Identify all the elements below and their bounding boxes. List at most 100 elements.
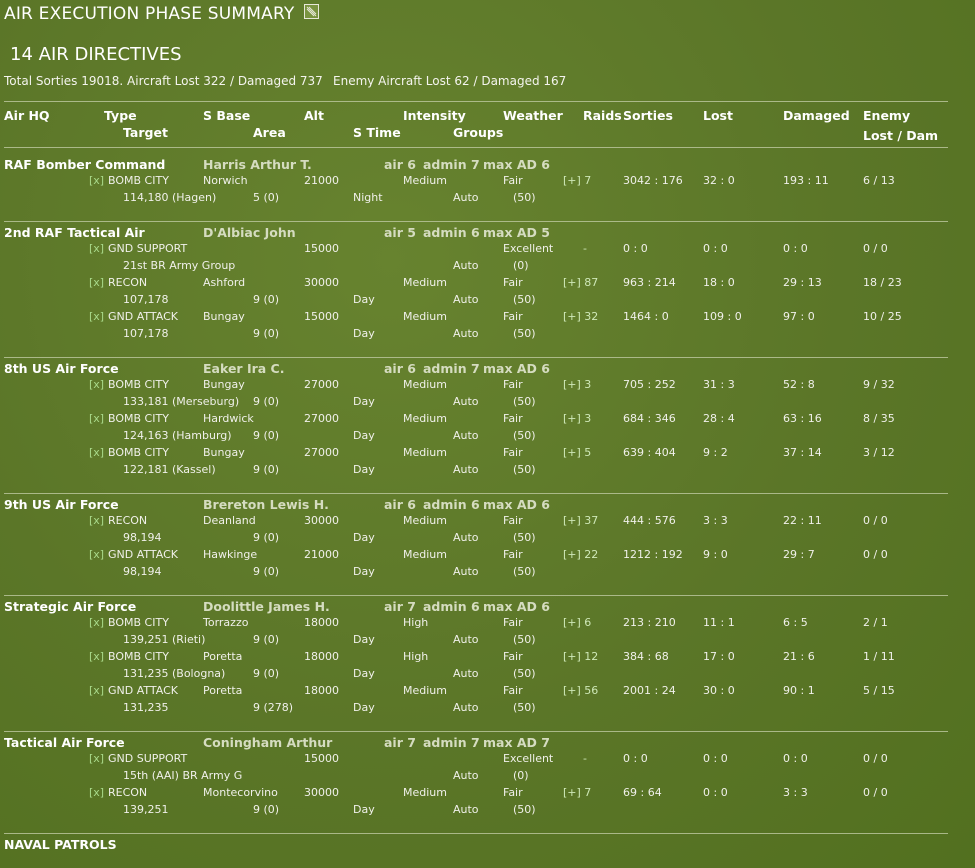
directive-raids[interactable]: [+] 7 (563, 174, 592, 187)
directive-raids[interactable]: [+] 56 (563, 684, 599, 697)
hq-name[interactable]: RAF Bomber Command (4, 157, 166, 172)
header-divider (4, 101, 948, 102)
hq-commander[interactable]: D'Albiac John (203, 225, 296, 240)
directive-raids[interactable]: [+] 7 (563, 786, 592, 799)
directive-toggle[interactable]: [x] (89, 752, 105, 765)
directive-toggle[interactable]: [x] (89, 446, 105, 459)
directive-base: Bungay (203, 378, 245, 391)
hq-name[interactable]: Strategic Air Force (4, 599, 137, 614)
directive-target[interactable]: 131,235 (123, 701, 169, 714)
directive-enemy-losses: 0 / 0 (863, 242, 888, 255)
directive-type[interactable]: GND ATTACK (108, 310, 179, 323)
directive-target[interactable]: 139,251 (Rieti) (123, 633, 206, 646)
directive-target[interactable]: 124,163 (Hamburg) (123, 429, 232, 442)
directive-damaged: 97 : 0 (783, 310, 815, 323)
hq-commander[interactable]: Brereton Lewis H. (203, 497, 329, 512)
directive-altitude: 30000 (304, 786, 339, 799)
col-weather: Weather (503, 108, 563, 123)
directive-target[interactable]: 21st BR Army Group (123, 259, 236, 272)
directive-groups-count: (50) (513, 429, 536, 442)
directive-type[interactable]: RECON (108, 786, 148, 799)
directive-target[interactable]: 98,194 (123, 531, 162, 544)
directive-sorties: 444 : 576 (623, 514, 676, 527)
directive-toggle[interactable]: [x] (89, 310, 105, 323)
directive-lost: 32 : 0 (703, 174, 735, 187)
directive-type[interactable]: GND ATTACK (108, 684, 179, 697)
directive-toggle[interactable]: [x] (89, 684, 105, 697)
directive-groups: Auto (453, 803, 479, 816)
directive-enemy-losses: 10 / 25 (863, 310, 902, 323)
directive-weather: Fair (503, 310, 523, 323)
hq-air-rating: air 7 (384, 735, 416, 750)
directive-target[interactable]: 122,181 (Kassel) (123, 463, 216, 476)
directive-target[interactable]: 114,180 (Hagen) (123, 191, 217, 204)
hq-name[interactable]: 2nd RAF Tactical Air (4, 225, 145, 240)
directive-raids[interactable]: [+] 6 (563, 616, 592, 629)
checkbox-icon[interactable] (304, 4, 319, 19)
directive-type[interactable]: GND ATTACK (108, 548, 179, 561)
directive-type[interactable]: GND SUPPORT (108, 242, 188, 255)
directive-target[interactable]: 139,251 (123, 803, 169, 816)
directive-type[interactable]: BOMB CITY (108, 174, 169, 187)
directive-type[interactable]: BOMB CITY (108, 446, 169, 459)
directive-lost: 0 : 0 (703, 786, 728, 799)
directive-toggle[interactable]: [x] (89, 174, 105, 187)
directive-raids[interactable]: [+] 3 (563, 378, 592, 391)
naval-patrols-header: NAVAL PATROLS (4, 837, 117, 852)
directive-lost: 9 : 0 (703, 548, 728, 561)
directive-raids[interactable]: [+] 32 (563, 310, 599, 323)
directive-groups: Auto (453, 259, 479, 272)
directive-target[interactable]: 98,194 (123, 565, 162, 578)
hq-divider (4, 221, 948, 222)
directive-toggle[interactable]: [x] (89, 616, 105, 629)
directive-weather: Fair (503, 786, 523, 799)
directive-area: 9 (0) (253, 463, 280, 476)
directive-base: Hawkinge (203, 548, 258, 561)
hq-commander[interactable]: Harris Arthur T. (203, 157, 312, 172)
directive-target[interactable]: 15th (AAI) BR Army G (123, 769, 243, 782)
directive-area: 9 (278) (253, 701, 294, 714)
directive-groups-count: (0) (513, 769, 529, 782)
directive-raids[interactable]: [+] 37 (563, 514, 599, 527)
directive-weather: Fair (503, 378, 523, 391)
directive-raids[interactable]: [+] 3 (563, 412, 592, 425)
directive-toggle[interactable]: [x] (89, 514, 105, 527)
directive-type[interactable]: GND SUPPORT (108, 752, 188, 765)
hq-max-ad: max AD 5 (483, 225, 550, 240)
directive-toggle[interactable]: [x] (89, 378, 105, 391)
directive-target[interactable]: 107,178 (123, 327, 169, 340)
directive-toggle[interactable]: [x] (89, 650, 105, 663)
hq-commander[interactable]: Eaker Ira C. (203, 361, 285, 376)
hq-name[interactable]: 9th US Air Force (4, 497, 119, 512)
directive-groups: Auto (453, 531, 479, 544)
directive-groups-count: (50) (513, 395, 536, 408)
directive-enemy-losses: 5 / 15 (863, 684, 895, 697)
hq-name[interactable]: 8th US Air Force (4, 361, 119, 376)
directive-target[interactable]: 107,178 (123, 293, 169, 306)
directive-toggle[interactable]: [x] (89, 786, 105, 799)
directive-toggle[interactable]: [x] (89, 548, 105, 561)
directive-raids[interactable]: [+] 5 (563, 446, 592, 459)
directive-type[interactable]: BOMB CITY (108, 412, 169, 425)
directive-groups: Auto (453, 633, 479, 646)
directive-type[interactable]: RECON (108, 514, 148, 527)
directive-altitude: 15000 (304, 242, 339, 255)
directive-damaged: 29 : 13 (783, 276, 822, 289)
hq-commander[interactable]: Doolittle James H. (203, 599, 330, 614)
directive-groups-count: (50) (513, 667, 536, 680)
col-s-base: S Base (203, 108, 251, 123)
directive-raids[interactable]: [+] 12 (563, 650, 599, 663)
directive-raids[interactable]: [+] 22 (563, 548, 599, 561)
directive-raids[interactable]: [+] 87 (563, 276, 599, 289)
hq-name[interactable]: Tactical Air Force (4, 735, 125, 750)
directive-toggle[interactable]: [x] (89, 412, 105, 425)
directive-toggle[interactable]: [x] (89, 242, 105, 255)
directive-toggle[interactable]: [x] (89, 276, 105, 289)
hq-commander[interactable]: Coningham Arthur (203, 735, 333, 750)
directive-type[interactable]: BOMB CITY (108, 616, 169, 629)
directive-type[interactable]: RECON (108, 276, 148, 289)
directive-target[interactable]: 133,181 (Merseburg) (123, 395, 240, 408)
directive-type[interactable]: BOMB CITY (108, 378, 169, 391)
directive-type[interactable]: BOMB CITY (108, 650, 169, 663)
directive-target[interactable]: 131,235 (Bologna) (123, 667, 226, 680)
